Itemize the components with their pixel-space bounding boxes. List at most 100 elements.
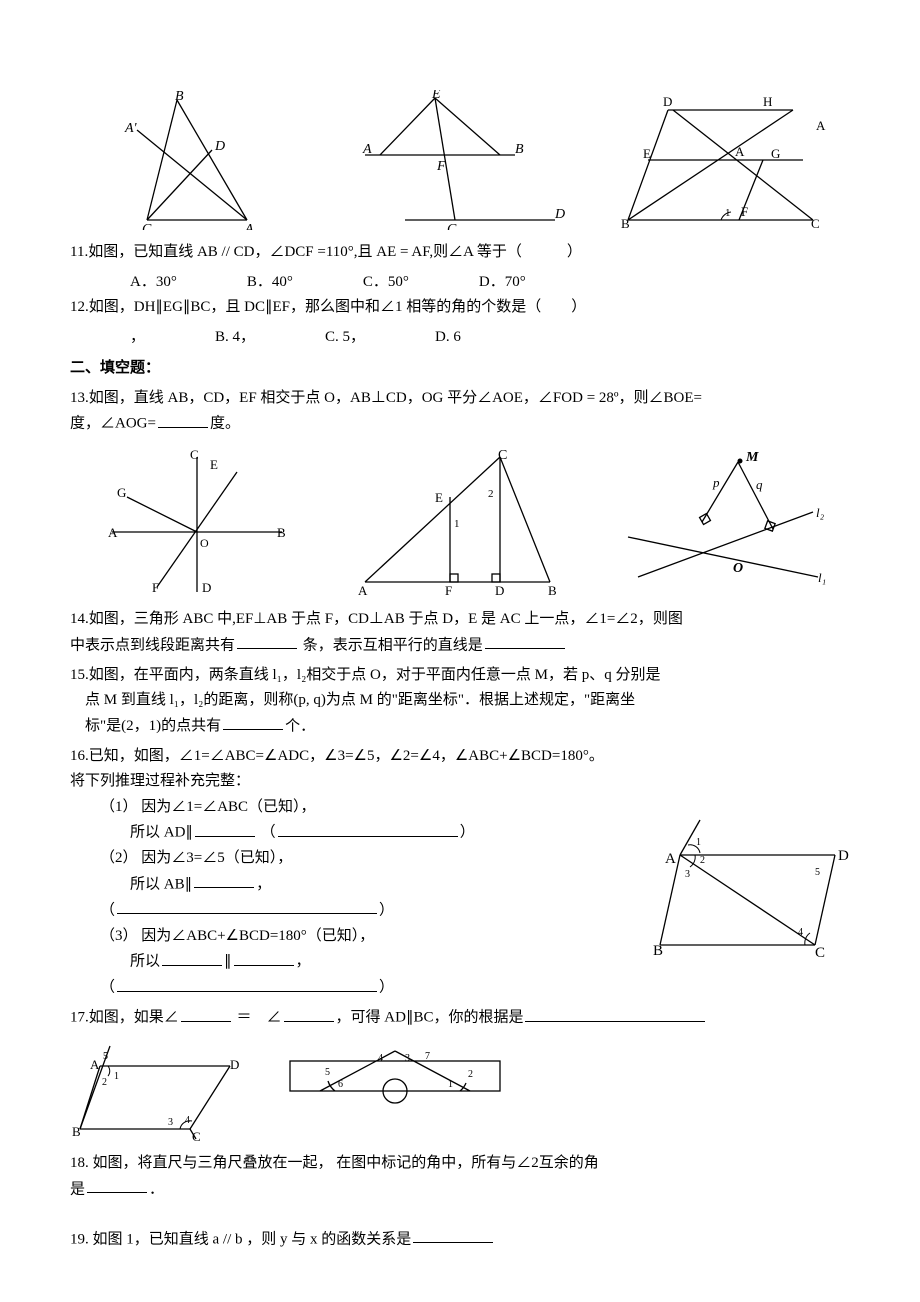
q16-p2bb: ， [256,876,271,892]
q14-line1: 14.如图，三角形 ABC 中,EF⊥AB 于点 F，CD⊥AB 于点 D，E … [70,611,683,627]
q14-blank2 [485,633,565,650]
fig4-G: G [117,485,126,500]
q18: 18. 如图，将直尺与三角尺叠放在一起， 在图中标记的角中，所有与∠2互余的角 … [70,1151,850,1203]
q14-line2b: 条，表示互相平行的直线是 [299,637,483,653]
fig9-6: 6 [338,1079,343,1090]
fig3-E: E [643,146,651,161]
q16-b1 [195,820,255,837]
fig6-l2: l₂ [816,505,825,520]
q11-options: A．30° B．40° C．50° D．70° [130,270,850,296]
fig6-p: p [712,475,720,490]
q13: 13.如图，直线 AB，CD，EF 相交于点 O，AB⊥CD，OG 平分∠AOE… [70,386,850,438]
fig1-B: B [175,90,184,104]
fig8-A: A [90,1057,100,1072]
q11-d: D．70° [479,270,526,296]
q16-b5 [162,949,222,966]
q16-p1ba: 所以 AD∥ [130,825,193,841]
fig2-D: D [554,207,565,222]
q15-blank [223,714,283,731]
q12: 12.如图，DH∥EG∥BC，且 DC∥EF，那么图中和∠1 相等的角的个数是（… [70,295,850,321]
q12-a: ， [130,325,145,351]
fig7-1: 1 [696,837,701,848]
figure-q12: D H A E A G B F C 1 [597,90,850,230]
fig4-D: D [202,580,211,595]
fig4-C: C [190,447,199,462]
fig3-A: A [735,144,745,159]
q13-line2a: 度，∠AOG= [70,416,156,432]
fig3-B: B [621,216,630,230]
figure-q10: B A' D C A [70,90,323,230]
q14-blank1 [237,633,297,650]
fig1-D: D [214,139,225,154]
fig8-5: 5 [103,1051,108,1062]
q12-options: ， B. 4， C. 5， D. 6 [130,325,850,351]
fig7-3: 3 [685,869,690,880]
fig5-F: F [445,583,452,597]
q17-a: 17.如图，如果∠ [70,1010,179,1026]
fig6-l1: l₁ [818,570,826,585]
fig3-A2: A [816,118,826,133]
q16-text-block: （1） 因为∠1=∠ABC（已知）， 所以 AD∥ （） （2） 因为∠3=∠5… [70,795,630,1002]
q13-blank [158,411,208,428]
fig8-3: 3 [168,1117,173,1128]
q16-p2cb: ） [379,902,394,918]
svg-fig6: M p q l₂ O l₁ [618,447,828,597]
fig3-C: C [811,216,820,230]
q16-p2a: （2） 因为∠3=∠5（已知）， [100,850,292,866]
q15-line2: 点 M 到直线 l₁，l₂的距离，则称(p, q)为点 M 的"距离坐标"．根据… [85,692,635,708]
fig5-C: C [498,448,507,463]
fig2-A: A [362,142,372,157]
fig1-Aprime: A' [124,121,138,136]
fig4-A: A [108,525,118,540]
q16-b6 [234,949,294,966]
fig3-D: D [663,94,672,109]
fig7-B: B [653,943,663,959]
svg-fig2: E A F B C D [355,90,565,230]
fig8-C: C [192,1129,201,1141]
fig5-A: A [358,583,368,597]
fig2-E: E [431,90,441,102]
q16-b2 [278,820,458,837]
q16-p3a: （3） 因为∠ABC+∠BCD=180°（已知）， [100,928,374,944]
q16-p3bb: ∥ [224,954,232,970]
q16-p3ca: （ [100,980,115,996]
fig3-G: G [771,146,780,161]
figure-q13: C E G A B O F D [70,447,323,597]
fig8-2: 2 [102,1077,107,1088]
fig9-5: 5 [325,1067,330,1078]
figure-q16: A D B C 1 2 3 4 5 [650,815,850,965]
fig6-q: q [756,477,763,492]
fig4-F: F [152,580,159,595]
fig5-D: D [495,583,504,597]
q16-p1bc: ） [460,825,475,841]
figures-row-2: C E G A B O F D C E 1 2 A F [70,447,850,597]
q16-b3 [194,872,254,889]
q19-a: 19. 如图 1，已知直线 a // b ，则 y 与 x 的函数关系是 [70,1231,411,1247]
q16-p2ca: （ [100,902,115,918]
q14: 14.如图，三角形 ABC 中,EF⊥AB 于点 F，CD⊥AB 于点 D，E … [70,607,850,659]
q16-b4 [117,898,377,915]
q18-line2a: 是 [70,1181,85,1197]
figure-q15: M p q l₂ O l₁ [597,447,850,597]
svg-fig7: A D B C 1 2 3 4 5 [650,815,850,965]
q16-p2ba: 所以 AB∥ [130,876,192,892]
fig5-E: E [435,490,443,505]
q16-line1: 16.已知，如图，∠1=∠ABC=∠ADC，∠3=∠5，∠2=∠4，∠ABC+∠… [70,748,604,764]
q11-a: A．30° [130,270,177,296]
svg-fig1: B A' D C A [117,90,277,230]
fig7-A: A [665,851,676,867]
q11-b: B．40° [247,270,293,296]
q15: 15.如图，在平面内，两条直线 l₁，l₂相交于点 O，对于平面内任意一点 M，… [70,663,850,740]
svg-fig9: 5 6 4 3 7 1 2 [280,1041,510,1121]
figures-row-3: A D B C 1 2 3 4 5 5 6 4 3 [70,1041,850,1141]
fig8-1: 1 [114,1071,119,1082]
section-2-header: 二、填空题： [70,356,850,382]
fig9-2: 2 [468,1069,473,1080]
fig7-4: 4 [798,927,803,938]
q16-p3cb: ） [379,980,394,996]
fig2-F: F [436,159,446,174]
q17-b1 [181,1005,231,1022]
fig9-7: 7 [425,1051,430,1062]
q16: 16.已知，如图，∠1=∠ABC=∠ADC，∠3=∠5，∠2=∠4，∠ABC+∠… [70,744,850,1002]
q12-d: D. 6 [435,325,461,351]
